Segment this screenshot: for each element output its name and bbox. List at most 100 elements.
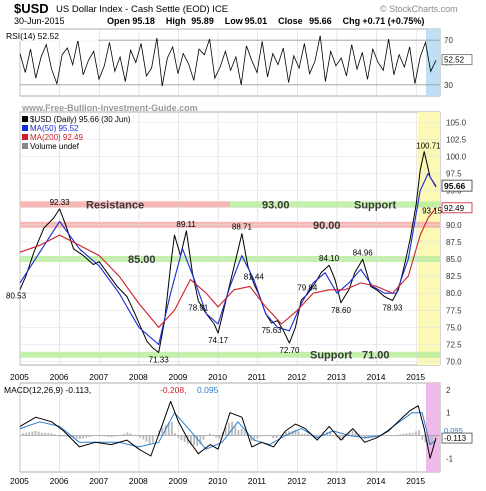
macd-histogram-bar <box>193 435 195 446</box>
ma50-line <box>19 172 437 346</box>
macd-histogram-bar <box>335 435 338 438</box>
price-highlight-band <box>418 112 440 365</box>
macd-x-tick-label: 2005 <box>10 476 29 486</box>
macd-histogram-bar <box>132 434 135 436</box>
macd-x-tick-label: 2007 <box>89 476 108 486</box>
macd-histogram-bar <box>278 435 281 436</box>
price-data-label: 71.33 <box>149 355 170 364</box>
macd-histogram-bar <box>285 432 287 436</box>
price-data-label: 88.71 <box>232 223 253 232</box>
price-tick-label: 82.5 <box>446 272 462 281</box>
macd-histogram-bar <box>155 435 157 437</box>
price-band-annotation: Support <box>354 199 396 211</box>
macd-histogram-bar <box>240 428 243 436</box>
macd-histogram-bar <box>79 435 81 440</box>
macd-histogram-bar <box>85 435 88 438</box>
macd-histogram-bar <box>94 435 97 436</box>
macd-histogram-bar <box>430 435 433 445</box>
price-data-label: 75.63 <box>262 326 283 335</box>
macd-histogram-bar <box>354 431 357 436</box>
price-tick-label: 90.0 <box>446 221 462 230</box>
macd-histogram-bar <box>161 427 164 436</box>
macd-histogram-bar <box>399 434 401 436</box>
macd-x-tick-label: 2012 <box>287 476 306 486</box>
macd-histogram-bar <box>34 430 37 436</box>
macd-histogram-bar <box>332 434 335 436</box>
macd-x-tick-label: 2013 <box>327 476 346 486</box>
price-legend-swatch <box>22 134 28 140</box>
macd-histogram-bar <box>37 431 40 436</box>
macd-histogram-bar <box>418 430 421 436</box>
price-x-tick-label: 2007 <box>89 372 108 382</box>
macd-histogram-bar <box>421 435 424 440</box>
macd-histogram-bar <box>434 435 436 438</box>
macd-histogram-bar <box>101 435 104 437</box>
macd-histogram-bar <box>28 432 31 436</box>
macd-histogram-bar <box>275 435 278 438</box>
price-legend-entry: $USD (Daily) 95.66 (30 Jun) <box>30 115 131 124</box>
macd-histogram-bar <box>41 432 43 436</box>
macd-histogram-bar <box>351 430 354 436</box>
ma200-last-value: 92.49 <box>444 204 465 213</box>
macd-highlight-band <box>426 383 440 472</box>
price-tick-label: 77.5 <box>446 306 462 315</box>
macd-histogram-bar <box>88 435 91 438</box>
macd-histogram-bar <box>402 433 405 436</box>
macd-histogram-bar <box>212 434 214 436</box>
price-level-band <box>20 201 230 208</box>
price-tick-label: 80.0 <box>446 289 462 298</box>
price-tick-label: 85.0 <box>446 255 462 264</box>
price-level-band <box>230 201 440 208</box>
price-legend-swatch <box>22 125 28 131</box>
price-band-annotation: 90.00 <box>313 220 341 232</box>
price-legend-entry: MA(50) 95.52 <box>30 124 79 133</box>
macd-histogram-bar <box>345 435 348 437</box>
macd-histogram-bar <box>91 435 94 437</box>
macd-histogram-bar <box>300 433 303 436</box>
macd-line <box>19 400 437 459</box>
macd-histogram-bar <box>262 435 265 436</box>
macd-histogram-bar <box>250 435 253 441</box>
price-line <box>19 151 437 353</box>
macd-histogram-bar <box>75 435 78 439</box>
macd-histogram-bar <box>329 430 332 436</box>
price-tick-label: 70.0 <box>446 358 462 367</box>
price-band-annotation: Resistance <box>86 199 144 211</box>
macd-histogram-bar <box>50 433 53 436</box>
rsi-last-value: 52.52 <box>444 56 465 65</box>
price-frame <box>19 111 441 366</box>
macd-histogram-bar <box>167 422 170 436</box>
rsi-highlight-band <box>426 29 440 96</box>
macd-histogram-bar <box>113 435 116 437</box>
macd-histogram-bar <box>136 435 138 437</box>
ohlc-label: Open <box>107 16 130 26</box>
stockcharts-watermark: © StockCharts.com <box>380 4 458 14</box>
price-legend-swatch <box>22 116 28 122</box>
ohlc-value: 95.01 <box>245 16 268 26</box>
price-band-annotation: 71.00 <box>362 350 390 362</box>
macd-histogram-bar <box>386 435 389 437</box>
ma200-last-box <box>441 202 473 214</box>
macd-histogram-bar <box>69 435 72 438</box>
price-data-label: 84.96 <box>353 248 374 257</box>
macd-tick-label: -1 <box>446 454 454 463</box>
rsi-tick-label: 70 <box>444 36 453 45</box>
macd-x-tick-label: 2014 <box>367 476 386 486</box>
price-data-label: 89.11 <box>176 220 196 229</box>
macd-histogram-bar <box>259 435 262 437</box>
ohlc-label: Chg <box>343 16 361 26</box>
macd-histogram-bar <box>364 435 367 439</box>
site-watermark: www.Free-Bullion-Investment-Guide.com <box>21 103 198 113</box>
price-x-tick-label: 2010 <box>208 372 227 382</box>
price-data-label: 100.71 <box>416 142 441 151</box>
price-band-annotation: Support <box>310 350 352 362</box>
macd-histogram-bar <box>221 432 224 436</box>
macd-x-tick-label: 2006 <box>50 476 69 486</box>
macd-histogram-bar <box>307 434 310 436</box>
macd-last-value: -0.113 <box>444 434 467 443</box>
macd-histogram-bar <box>209 433 211 436</box>
macd-legend-name: MACD(12,26,9) -0.113, <box>4 385 91 395</box>
macd-legend-signal: -0.208, <box>160 385 186 395</box>
